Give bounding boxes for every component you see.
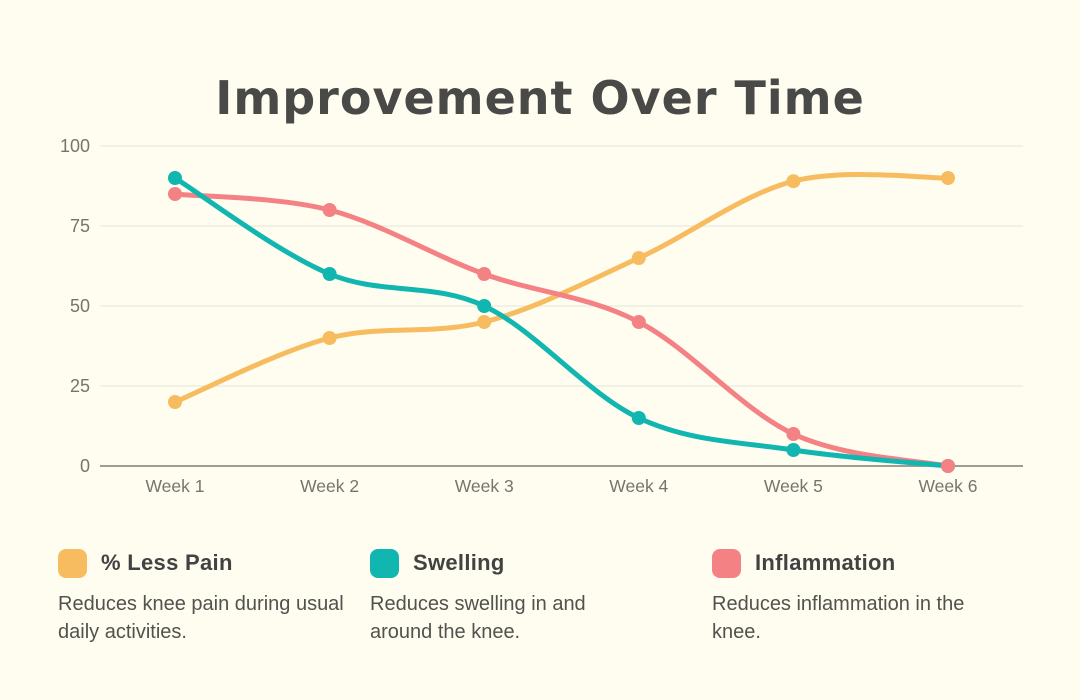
data-point	[631, 315, 646, 329]
data-point	[477, 267, 492, 281]
data-point	[168, 187, 182, 201]
y-tick-label: 0	[80, 456, 90, 476]
legend-item-swelling: Swelling Reduces swelling in and around …	[370, 540, 628, 646]
data-point	[786, 427, 801, 441]
legend-label-swelling: Swelling	[413, 550, 505, 575]
legend-item-inflammation: Inflammation Reduces inflammation in the…	[712, 540, 1012, 646]
y-tick-label: 25	[70, 376, 90, 396]
data-point	[477, 299, 492, 313]
legend-item-header: Swelling	[370, 548, 628, 578]
data-point	[786, 174, 801, 189]
x-tick-label: Week 2	[300, 476, 359, 496]
less-pain-swatch-icon	[58, 548, 87, 578]
y-tick-label: 75	[70, 216, 90, 236]
data-point	[631, 251, 646, 265]
legend-description-less-pain: Reduces knee pain during usual daily act…	[58, 593, 344, 643]
data-point	[168, 171, 182, 185]
legend-item-less-pain: % Less Pain Reduces knee pain during usu…	[58, 540, 350, 646]
data-point	[786, 443, 801, 457]
data-point	[477, 315, 492, 329]
line-chart: 0 25 50 75 100 Week 1 Week 2 Week 3 Week 4 Week 5…	[0, 128, 1080, 510]
x-tick-label: Week 6	[918, 476, 977, 496]
data-point	[941, 171, 955, 185]
data-point	[322, 267, 337, 281]
data-point	[168, 395, 182, 409]
legend-label-less-pain: % Less Pain	[101, 550, 233, 575]
x-tick-label: Week 5	[764, 476, 823, 496]
line-chart-canvas: 0 25 50 75 100 Week 1 Week 2 Week 3 Week 4 Week 5…	[60, 136, 1023, 496]
inflammation-swatch-icon	[712, 548, 741, 578]
x-tick-label: Week 3	[455, 476, 514, 496]
x-tick-label: Week 1	[145, 476, 204, 496]
x-tick-label: Week 4	[609, 476, 668, 496]
data-point	[941, 459, 955, 473]
series-line-less-pain	[172, 171, 951, 405]
y-tick-label: 100	[60, 136, 90, 156]
data-point	[322, 203, 337, 217]
y-tick-label: 50	[70, 296, 90, 316]
series-line-inflammation	[172, 191, 951, 469]
chart-legend: % Less Pain Reduces knee pain during usu…	[0, 540, 1080, 680]
data-point	[631, 411, 646, 425]
legend-item-header: Inflammation	[712, 548, 1012, 578]
swelling-swatch-icon	[370, 548, 399, 578]
legend-description-inflammation: Reduces inflammation in the knee.	[712, 593, 965, 643]
legend-item-header: % Less Pain	[58, 548, 350, 578]
page-title: Improvement Over Time	[215, 70, 865, 125]
series-line-swelling	[172, 175, 951, 469]
data-point	[322, 331, 337, 345]
legend-description-swelling: Reduces swelling in and around the knee.	[370, 593, 586, 643]
legend-label-inflammation: Inflammation	[755, 550, 896, 575]
